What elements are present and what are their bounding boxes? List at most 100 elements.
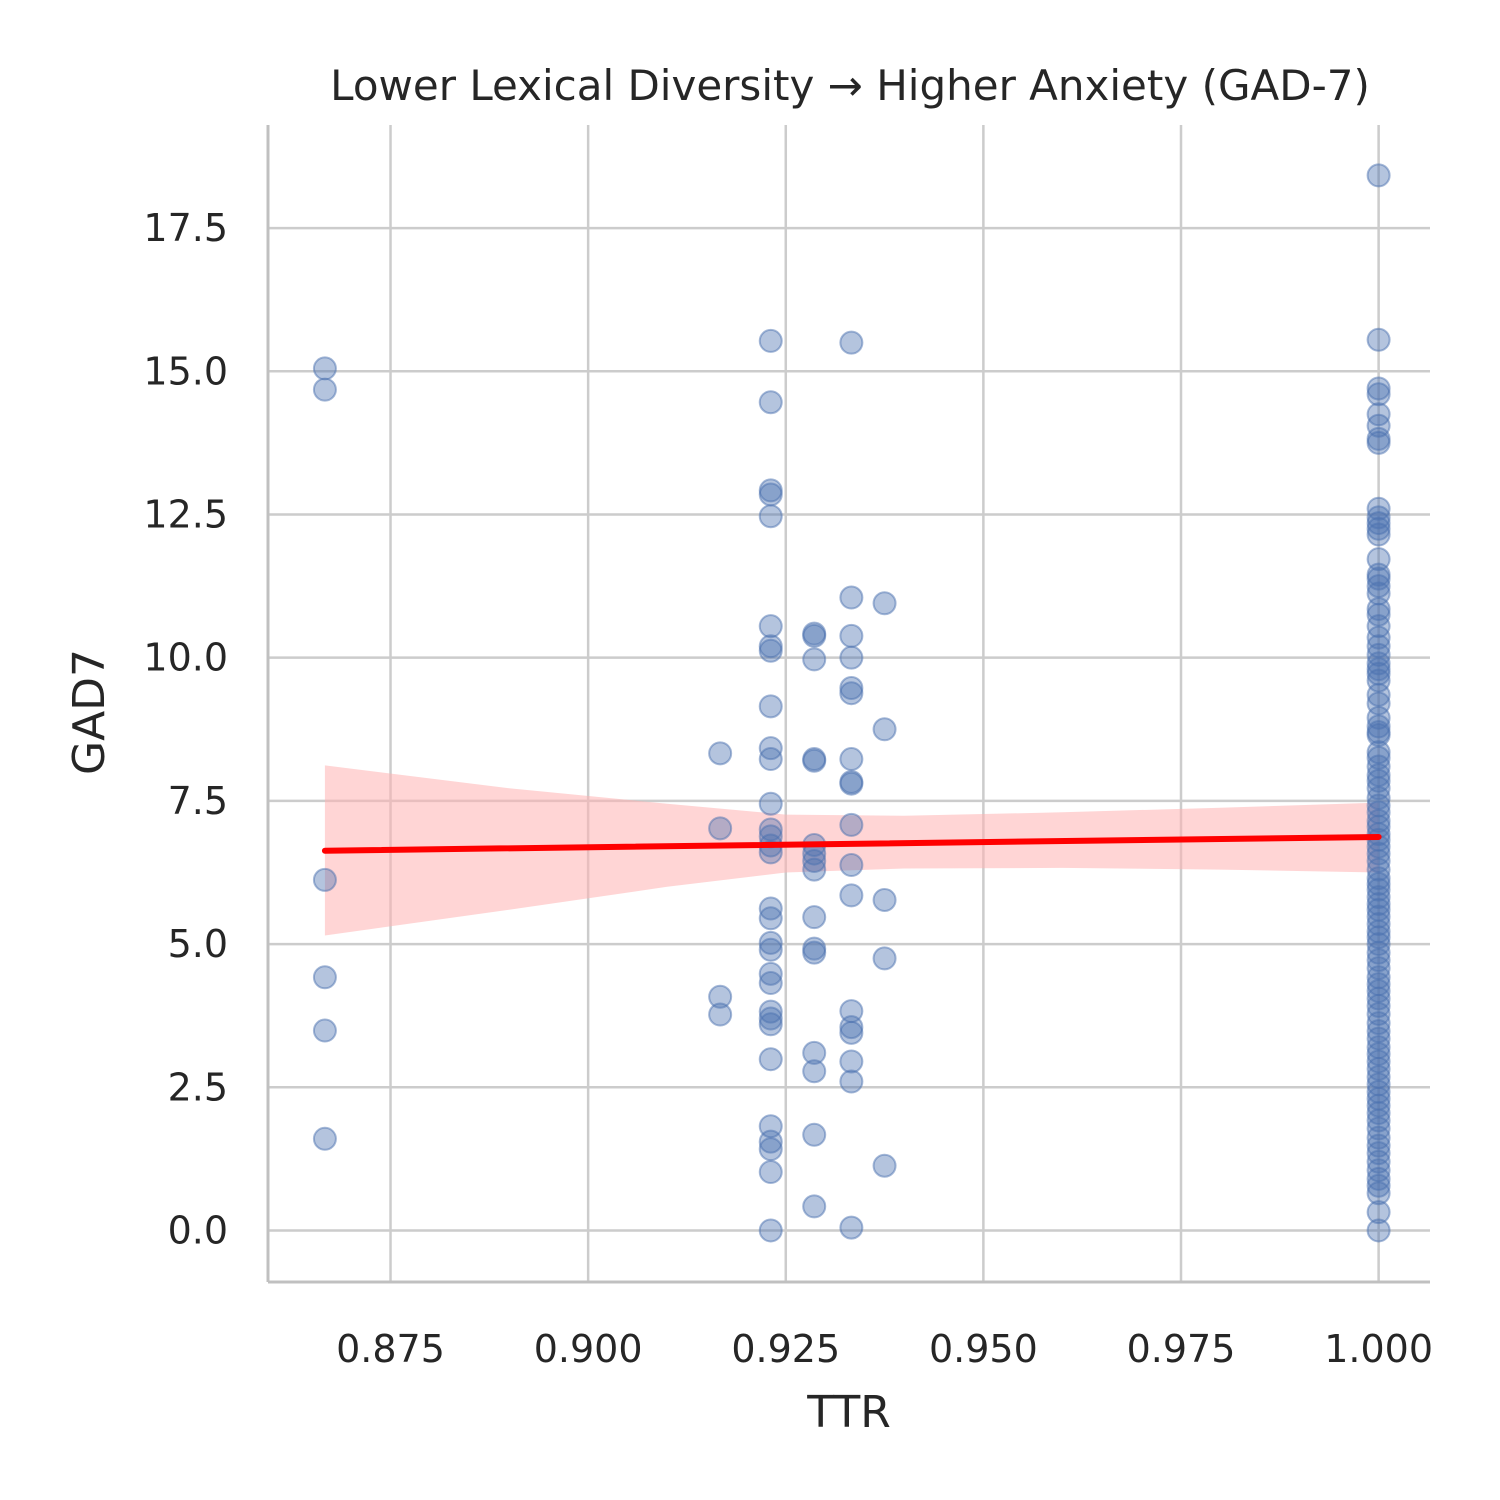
scatter-point	[802, 940, 827, 965]
y-tick-label: 17.5	[143, 206, 228, 250]
scatter-point	[1366, 376, 1391, 401]
scatter-point	[802, 1059, 827, 1084]
scatter-point	[1366, 1141, 1391, 1166]
scatter-point	[802, 905, 827, 930]
scatter-point	[839, 645, 864, 670]
scatter-point	[1366, 948, 1391, 973]
scatter-point	[839, 1215, 864, 1240]
y-tick-label: 15.0	[143, 349, 228, 393]
scatter-point	[802, 1194, 827, 1219]
scatter-point	[758, 1160, 783, 1185]
scatter-point	[312, 377, 337, 402]
scatter-point	[708, 741, 733, 766]
scatter-point	[1366, 1173, 1391, 1198]
scatter-point	[1366, 1001, 1391, 1026]
scatter-point	[758, 1129, 783, 1154]
scatter-point	[758, 1006, 783, 1031]
scatter-point	[802, 849, 827, 874]
scatter-point	[312, 356, 337, 381]
confidence-band-layer	[324, 765, 1379, 936]
y-tick-label: 12.5	[143, 492, 228, 536]
scatter-point	[802, 1122, 827, 1147]
scatter-point	[1366, 714, 1391, 739]
scatter-point	[1366, 993, 1391, 1018]
y-tick-label: 7.5	[168, 779, 228, 823]
scatter-point	[1366, 808, 1391, 833]
grid-lines	[268, 125, 1430, 1282]
scatter-point	[839, 1020, 864, 1045]
scatter-point	[1366, 1149, 1391, 1174]
scatter-point	[872, 1153, 897, 1178]
x-axis-label: TTR	[806, 1387, 891, 1438]
scatter-point	[758, 328, 783, 353]
scatter-point	[708, 984, 733, 1009]
scatter-point	[708, 816, 733, 841]
x-tick-label: 0.900	[534, 1327, 643, 1371]
scatter-point	[312, 867, 337, 892]
scatter-point	[802, 857, 827, 882]
scatter-point	[312, 1018, 337, 1043]
scatter-point	[758, 390, 783, 415]
x-tick-label: 0.950	[929, 1327, 1038, 1371]
scatter-point	[1366, 912, 1391, 937]
axes	[266, 125, 1430, 1284]
scatter-point	[1366, 776, 1391, 801]
scatter-point	[1366, 522, 1391, 547]
scatter-point	[758, 906, 783, 931]
scatter-point	[839, 681, 864, 706]
scatter-point	[839, 883, 864, 908]
scatter-point	[758, 999, 783, 1024]
scatter-point	[758, 937, 783, 962]
scatter-point	[839, 1069, 864, 1094]
scatter-point	[1366, 1108, 1391, 1133]
scatter-point	[1366, 871, 1391, 896]
scatter-point	[1366, 768, 1391, 793]
x-tick-label: 1.000	[1324, 1327, 1433, 1371]
scatter-point	[1366, 382, 1391, 407]
scatter-point	[802, 1040, 827, 1065]
scatter-point	[802, 623, 827, 648]
scatter-point	[839, 853, 864, 878]
scatter-point	[839, 747, 864, 772]
scatter-point	[758, 1047, 783, 1072]
scatter-point	[708, 1002, 733, 1027]
y-tick-label: 10.0	[143, 636, 228, 680]
scatter-point	[758, 1218, 783, 1243]
scatter-point	[839, 585, 864, 610]
scatter-point	[758, 482, 783, 507]
scatter-point	[1366, 596, 1391, 621]
scatter-point	[1366, 1116, 1391, 1141]
scatter-point	[839, 771, 864, 796]
scatter-point	[839, 623, 864, 648]
y-tick-label: 0.0	[168, 1208, 228, 1252]
y-tick-label: 5.0	[168, 922, 228, 966]
confidence-band	[324, 765, 1379, 936]
scatter-point	[758, 694, 783, 719]
scatter-point	[758, 504, 783, 529]
scatter-point	[872, 946, 897, 971]
y-axis-label: GAD7	[64, 649, 115, 775]
scatter-point	[1366, 327, 1391, 352]
scatter-point	[839, 812, 864, 837]
scatter-point	[1366, 1200, 1391, 1225]
x-tick-label: 0.925	[731, 1327, 840, 1371]
scatter-point	[758, 614, 783, 639]
scatter-point	[872, 887, 897, 912]
scatter-point	[758, 896, 783, 921]
scatter-point	[1366, 516, 1391, 541]
scatter-point	[758, 747, 783, 772]
scatter-point	[758, 1012, 783, 1037]
x-tick-label: 0.875	[336, 1327, 445, 1371]
tick-labels: 0.875 0.900 0.925 0.950 0.975 1.000 0.0 2.5 5.0 7…	[143, 206, 1433, 1371]
scatter-point	[1366, 1218, 1391, 1243]
scatter-point	[839, 1015, 864, 1040]
scatter-point	[758, 638, 783, 663]
scatter-point	[758, 971, 783, 996]
scatter-points	[312, 163, 1391, 1243]
scatter-point	[802, 647, 827, 672]
x-tick-label: 0.975	[1127, 1327, 1236, 1371]
scatter-point	[312, 1126, 337, 1151]
scatter-point	[758, 930, 783, 955]
scatter-point	[1366, 163, 1391, 188]
